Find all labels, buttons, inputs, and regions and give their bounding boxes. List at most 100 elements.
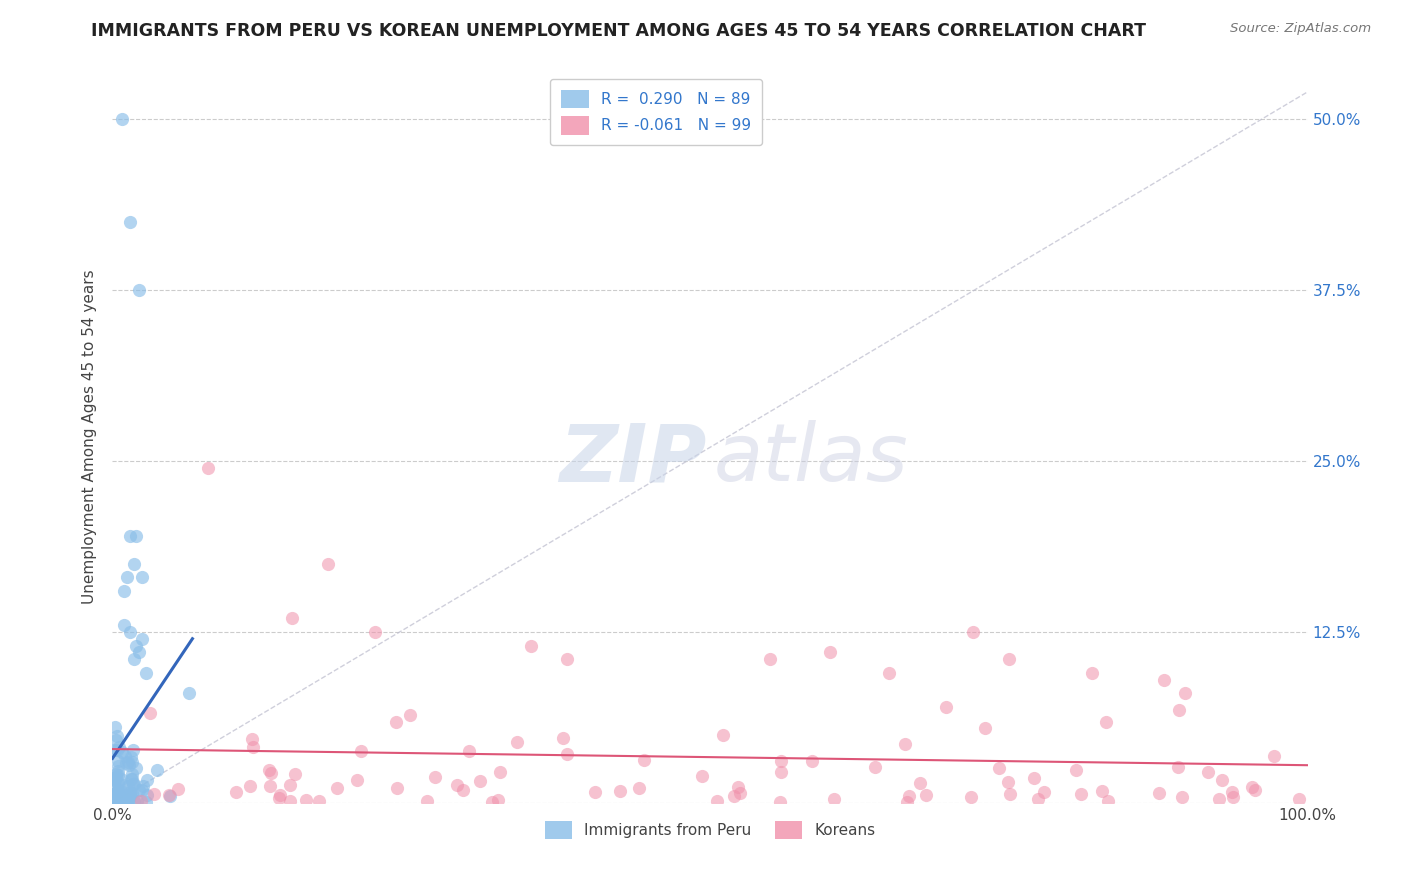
Point [135, 665, 157, 680]
Point [1263, 748, 1285, 763]
Point [325, 780, 347, 795]
Point [1097, 793, 1119, 807]
Point [225, 785, 247, 799]
Point [105, 729, 128, 743]
Point [114, 618, 135, 632]
Point [121, 772, 143, 786]
Point [633, 753, 655, 767]
Point [101, 789, 124, 803]
Point [107, 743, 129, 757]
Point [713, 728, 735, 742]
Point [110, 772, 132, 786]
Point [935, 700, 957, 714]
Point [107, 759, 129, 773]
Point [122, 557, 145, 571]
Point [104, 793, 127, 807]
Point [1033, 785, 1056, 799]
Point [122, 793, 145, 807]
Point [157, 789, 180, 803]
Point [103, 772, 125, 787]
Point [111, 790, 134, 805]
Point [127, 794, 149, 808]
Point [385, 715, 408, 730]
Point [115, 756, 138, 770]
Point [135, 772, 157, 787]
Point [506, 735, 529, 749]
Point [457, 744, 479, 758]
Point [1220, 785, 1243, 799]
Point [104, 773, 127, 788]
Point [139, 706, 162, 721]
Point [706, 793, 728, 807]
Point [1244, 783, 1267, 797]
Point [520, 639, 543, 653]
Point [121, 786, 143, 800]
Point [896, 796, 918, 810]
Point [239, 779, 262, 793]
Point [416, 794, 439, 808]
Point [281, 611, 304, 625]
Text: atlas: atlas [714, 420, 908, 498]
Point [103, 742, 125, 756]
Point [128, 782, 150, 797]
Point [446, 778, 468, 792]
Point [159, 789, 181, 803]
Point [136, 788, 159, 802]
Point [609, 784, 631, 798]
Point [1208, 792, 1230, 806]
Point [1147, 786, 1170, 800]
Point [122, 743, 145, 757]
Point [897, 789, 920, 803]
Point [129, 794, 152, 808]
Point [105, 788, 128, 802]
Point [470, 774, 492, 789]
Y-axis label: Unemployment Among Ages 45 to 54 years: Unemployment Among Ages 45 to 54 years [82, 269, 97, 605]
Point [260, 766, 283, 780]
Point [350, 744, 373, 758]
Point [998, 652, 1021, 666]
Point [553, 731, 575, 746]
Point [481, 795, 503, 809]
Point [115, 570, 138, 584]
Point [730, 786, 752, 800]
Point [120, 215, 142, 229]
Point [121, 756, 143, 770]
Point [135, 795, 157, 809]
Point [117, 792, 139, 806]
Point [1022, 771, 1045, 785]
Point [423, 770, 446, 784]
Point [111, 746, 134, 760]
Point [107, 783, 129, 797]
Point [104, 786, 127, 800]
Point [103, 771, 125, 785]
Point [893, 737, 915, 751]
Point [1170, 789, 1192, 804]
Point [111, 794, 134, 808]
Point [107, 764, 129, 778]
Point [105, 733, 128, 747]
Point [107, 776, 129, 790]
Point [294, 792, 316, 806]
Point [242, 739, 264, 754]
Point [1081, 665, 1104, 680]
Point [453, 783, 475, 797]
Point [770, 764, 793, 779]
Point [108, 787, 131, 801]
Point [104, 770, 127, 784]
Point [1288, 792, 1310, 806]
Point [128, 645, 150, 659]
Point [120, 789, 142, 803]
Point [114, 748, 136, 763]
Point [997, 775, 1019, 789]
Point [117, 793, 139, 807]
Point [1095, 715, 1118, 730]
Point [128, 283, 150, 297]
Point [269, 790, 291, 805]
Point [125, 639, 148, 653]
Point [486, 793, 509, 807]
Point [110, 795, 132, 809]
Point [120, 788, 142, 802]
Point [104, 720, 127, 734]
Point [280, 778, 302, 792]
Point [142, 787, 165, 801]
